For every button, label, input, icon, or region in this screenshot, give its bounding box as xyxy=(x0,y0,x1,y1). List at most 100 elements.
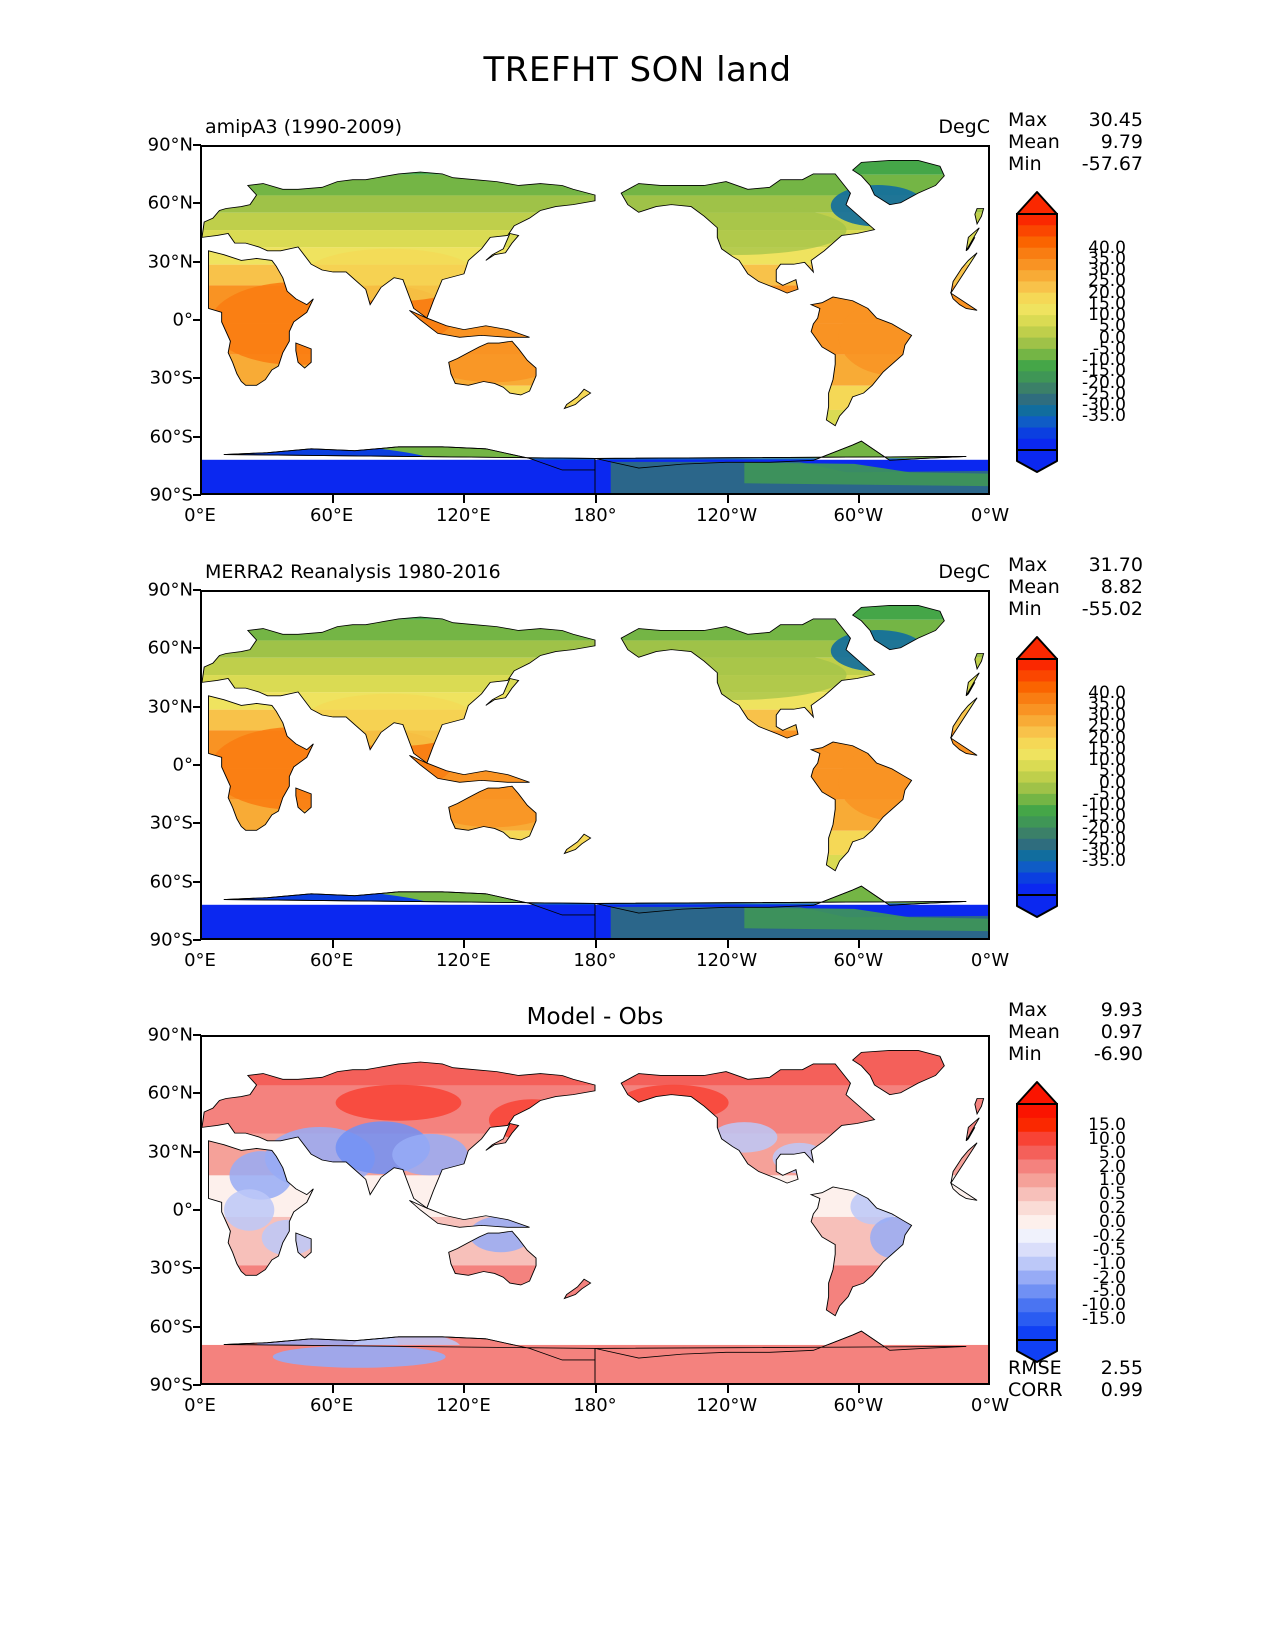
stat-value-min: -6.90 xyxy=(1093,1043,1143,1065)
colorbar-tick-label: 30.0 xyxy=(1088,260,1126,281)
stat-value-min: -55.02 xyxy=(1081,598,1143,620)
stat-label-min: Min xyxy=(1008,598,1042,620)
colorbar-tick-label: 10.0 xyxy=(1088,305,1126,326)
y-tick-mark xyxy=(193,764,201,766)
y-tick-label: 90°N xyxy=(147,579,193,601)
colorbar-tick-label: -35.0 xyxy=(1082,851,1126,872)
y-tick-mark xyxy=(193,1034,201,1036)
panel-subtitle-obs: MERRA2 Reanalysis 1980-2016 xyxy=(205,561,501,583)
colorbar-gradient-diff xyxy=(1015,1080,1058,1364)
stat-row-corr: CORR 0.99 xyxy=(1008,1379,1268,1401)
x-tick-mark xyxy=(858,1385,861,1393)
x-tick-mark xyxy=(331,1385,334,1393)
x-tick-mark xyxy=(595,1385,597,1393)
panel-stats-obs: Max 31.70 Mean 8.82 Min -55.02 xyxy=(1008,554,1268,620)
y-tick-label: 90°N xyxy=(147,134,193,156)
x-tick-label: 180° xyxy=(573,505,617,526)
x-tick-label: 120°W xyxy=(696,1395,758,1416)
x-tick-mark xyxy=(331,940,334,948)
colorbar-tick-label: 2.0 xyxy=(1098,1156,1126,1177)
colorbar-tick-label: -35.0 xyxy=(1082,406,1126,427)
colorbar-tick-label: 0.2 xyxy=(1098,1198,1126,1219)
x-tick-label: 0°W xyxy=(970,1395,1010,1416)
colorbar-tick-label: 40.0 xyxy=(1088,682,1126,703)
colorbar-tick-label: 30.0 xyxy=(1088,705,1126,726)
map-obs[interactable] xyxy=(200,590,990,940)
panel-stats-diff: Max 9.93 Mean 0.97 Min -6.90 xyxy=(1008,999,1268,1065)
stat-row-max: Max 9.93 xyxy=(1008,999,1268,1021)
stat-label-corr: CORR xyxy=(1008,1379,1063,1401)
colorbar-gradient-obs xyxy=(1015,635,1058,919)
stat-row-mean: Mean 9.79 xyxy=(1008,131,1268,153)
map-canvas-obs xyxy=(202,592,988,938)
panel-units-model: DegC xyxy=(938,116,990,138)
x-tick-label: 120°W xyxy=(696,950,758,971)
colorbar-tick-label: -10.0 xyxy=(1082,350,1126,371)
map-model[interactable] xyxy=(200,145,990,495)
stat-row-max: Max 30.45 xyxy=(1008,109,1268,131)
x-tick-label: 60°E xyxy=(310,505,354,526)
y-tick-mark xyxy=(193,435,201,438)
stat-row-min: Min -57.67 xyxy=(1008,153,1268,175)
stat-label-rmse: RMSE xyxy=(1008,1357,1062,1379)
x-tick-label: 0°W xyxy=(970,505,1010,526)
colorbar-tick-label: -5.0 xyxy=(1092,1281,1126,1302)
y-tick-mark xyxy=(193,1325,201,1328)
y-tick-label: 60°S xyxy=(149,1316,193,1338)
stat-value-corr: 0.99 xyxy=(1100,1379,1143,1401)
colorbar-tick-label: 0.5 xyxy=(1098,1184,1126,1205)
x-tick-label: 120°E xyxy=(435,950,491,971)
y-tick-mark xyxy=(193,494,201,496)
y-tick-mark xyxy=(193,939,201,941)
y-tick-mark xyxy=(193,144,201,146)
panel-footer-stats-diff: RMSE 2.55 CORR 0.99 xyxy=(1008,1357,1268,1401)
stat-row-min: Min -55.02 xyxy=(1008,598,1268,620)
x-tick-mark xyxy=(858,940,861,948)
map-diff[interactable] xyxy=(200,1035,990,1385)
y-tick-label: 90°S xyxy=(149,484,193,506)
colorbar-tick-label: 10.0 xyxy=(1088,1128,1126,1149)
panel-units-obs: DegC xyxy=(938,561,990,583)
colorbar-tick-label: -15.0 xyxy=(1082,1309,1126,1330)
x-tick-label: 120°E xyxy=(435,1395,491,1416)
colorbar-tick-label: 35.0 xyxy=(1088,249,1126,269)
stat-value-mean: 0.97 xyxy=(1100,1021,1143,1043)
colorbar-tick-label: -10.0 xyxy=(1082,795,1126,816)
y-tick-mark xyxy=(193,202,201,205)
colorbar-tick-label: 0.0 xyxy=(1098,1212,1126,1232)
y-tick-mark xyxy=(193,1384,201,1386)
y-tick-label: 60°S xyxy=(149,871,193,893)
x-tick-label: 0°E xyxy=(184,950,216,971)
colorbar-tick-label: 1.0 xyxy=(1098,1170,1126,1191)
x-tick-mark xyxy=(463,940,466,948)
stat-row-rmse: RMSE 2.55 xyxy=(1008,1357,1268,1379)
x-tick-mark xyxy=(595,940,597,948)
stat-value-max: 31.70 xyxy=(1088,554,1143,576)
colorbar-tick-label: -15.0 xyxy=(1082,361,1126,382)
y-tick-mark xyxy=(193,880,201,883)
colorbar-tick-label: -0.5 xyxy=(1092,1239,1126,1260)
colorbar-tick-label: 5.0 xyxy=(1098,1142,1126,1163)
x-tick-mark xyxy=(858,495,861,503)
stat-value-max: 30.45 xyxy=(1088,109,1143,131)
x-tick-label: 180° xyxy=(573,950,617,971)
y-tick-mark xyxy=(193,1092,201,1095)
x-tick-mark xyxy=(463,495,466,503)
y-tick-label: 0° xyxy=(172,754,193,776)
x-tick-mark xyxy=(726,1385,729,1393)
colorbar-tick-label: 20.0 xyxy=(1088,282,1126,303)
y-tick-label: 60°S xyxy=(149,426,193,448)
stat-label-max: Max xyxy=(1008,554,1048,576)
colorbar-tick-label: 0.0 xyxy=(1098,327,1126,348)
y-tick-label: 0° xyxy=(172,309,193,331)
x-tick-label: 120°E xyxy=(435,505,491,526)
colorbar-tick-label: -5.0 xyxy=(1092,338,1126,359)
y-tick-label: 60°N xyxy=(147,637,193,659)
stat-value-max: 9.93 xyxy=(1100,999,1143,1021)
y-tick-mark xyxy=(193,1150,201,1153)
y-tick-label: 60°N xyxy=(147,192,193,214)
y-tick-label: 30°N xyxy=(147,251,193,273)
x-tick-mark xyxy=(726,940,729,948)
panel-title-diff: Model - Obs xyxy=(526,1004,664,1030)
y-tick-mark xyxy=(193,260,201,263)
